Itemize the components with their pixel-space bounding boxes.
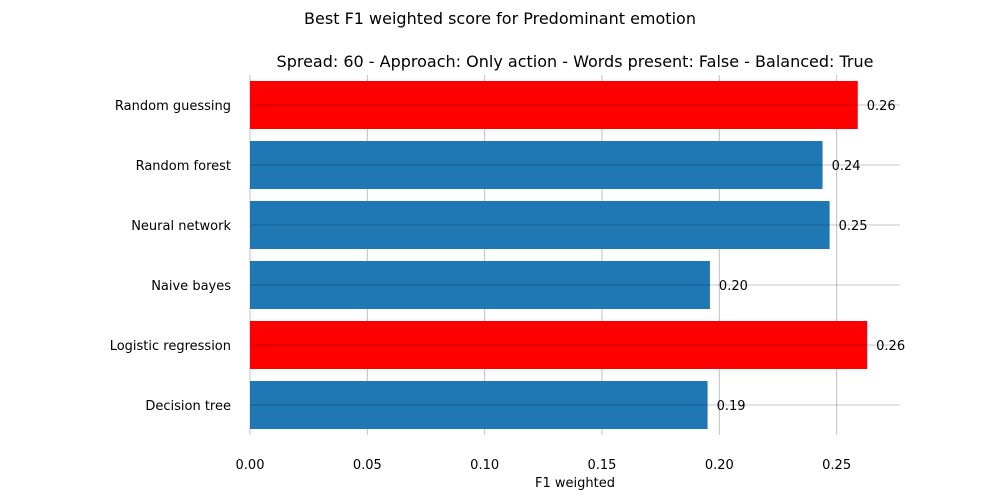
value-labels: 0.26 0.24 0.25 0.20 0.26 0.19 [717, 99, 906, 414]
value-label: 0.26 [876, 339, 905, 354]
bar [250, 381, 708, 429]
x-tick-label: 0.00 [236, 458, 265, 473]
value-label: 0.20 [719, 279, 748, 294]
y-tick-label: Naive bayes [151, 279, 231, 294]
x-tick-label: 0.10 [470, 458, 499, 473]
x-tick-label: 0.05 [353, 458, 382, 473]
value-label: 0.24 [832, 159, 861, 174]
y-tick-label: Random forest [136, 159, 231, 174]
bar [250, 81, 858, 129]
y-tick-label: Neural network [131, 219, 231, 234]
y-tick-label: Logistic regression [110, 339, 231, 354]
x-tick-label: 0.15 [588, 458, 617, 473]
y-tick-labels: Random guessing Random forest Neural netwo… [110, 99, 232, 414]
grid-lines [249, 75, 838, 435]
chart-title: Best F1 weighted score for Predominant e… [304, 9, 696, 28]
x-tick-labels: 0.00 0.05 0.10 0.15 0.20 0.25 [236, 458, 852, 473]
bars [250, 81, 868, 429]
chart-subtitle: Spread: 60 - Approach: Only action - Wor… [277, 52, 874, 71]
y-tick-label: Random guessing [115, 99, 231, 114]
x-axis-label: F1 weighted [535, 476, 615, 491]
horizontal-grid-lines [250, 104, 900, 406]
value-label: 0.26 [867, 99, 896, 114]
x-tick-label: 0.25 [822, 458, 851, 473]
value-label: 0.19 [717, 399, 746, 414]
bar [250, 321, 868, 369]
bar [250, 201, 830, 249]
bar [250, 141, 823, 189]
value-label: 0.25 [839, 219, 868, 234]
x-tick-label: 0.20 [705, 458, 734, 473]
bar [250, 261, 710, 309]
y-tick-label: Decision tree [145, 399, 231, 414]
